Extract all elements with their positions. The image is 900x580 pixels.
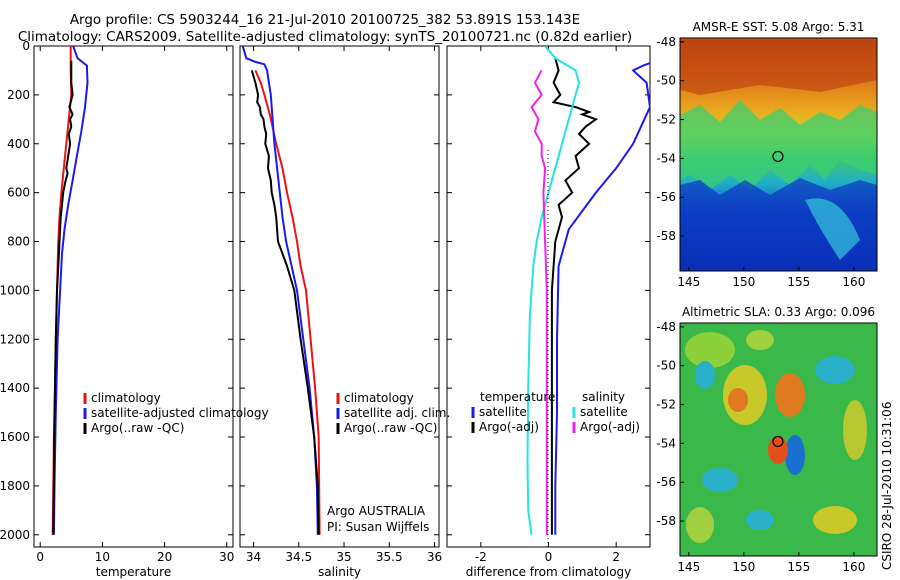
x-tick-label: 20: [157, 550, 172, 564]
x-tick-label: 36: [427, 550, 442, 564]
series-salinity-satellite: [526, 46, 581, 535]
x-tick-label: 35: [336, 550, 351, 564]
map-x-tick-label: 155: [787, 275, 810, 289]
temperature-lines: [51, 46, 89, 535]
argo-location-marker: [772, 435, 784, 448]
map-y-tick-label: -56: [656, 190, 676, 204]
map-x-tick-label: 150: [732, 560, 755, 574]
legend-label: climatology: [91, 391, 161, 405]
map-y-tick-label: -48: [656, 35, 676, 49]
series-temperature-satellite: [554, 62, 650, 535]
map-x-tick-label: 160: [842, 275, 865, 289]
sla-map-frame: [679, 322, 878, 557]
argo-country-annotation: Argo AUSTRALIA: [327, 504, 426, 518]
y-tick-label: 800: [7, 235, 30, 249]
x-tick-label: 35.5: [376, 550, 403, 564]
x-tick-label: 0: [545, 550, 553, 564]
series-argo-raw-qc-: [52, 60, 74, 535]
difference-lines: [526, 46, 650, 535]
series-salinity-argo-adj-: [530, 69, 548, 535]
y-tick-label: 1600: [0, 430, 30, 444]
map-y-tick-label: -48: [656, 320, 676, 334]
map-x-tick-label: 155: [787, 560, 810, 574]
y-tick-label: 1000: [0, 283, 30, 297]
salinity-lines: [241, 46, 321, 535]
map-y-tick-label: -52: [656, 398, 676, 412]
map-y-tick-label: -58: [656, 229, 676, 243]
axes-layer: 0 10 20 30temperature0200400600800100012001…: [0, 39, 650, 579]
map-y-tick-label: -50: [656, 359, 676, 373]
pi-annotation: PI: Susan Wijffels: [327, 520, 429, 534]
map-y-tick-label: -50: [656, 74, 676, 88]
map-x-tick-label: 145: [677, 560, 700, 574]
x-tick-label: 10: [95, 550, 110, 564]
map-axes-layer: AMSR-E SST: 5.08 Argo: 5.31 145 150 155 160 -…: [656, 20, 875, 574]
y-tick-label: 1400: [0, 381, 30, 395]
sst-map-frame: [679, 37, 878, 272]
y-tick-label: 1200: [0, 332, 30, 346]
legend-header: temperature: [480, 390, 555, 404]
x-axis-label: difference from climatology: [466, 565, 632, 579]
legend-label: Argo(-adj): [580, 420, 640, 434]
y-tick-label: 200: [7, 88, 30, 102]
map-y-tick-label: -58: [656, 514, 676, 528]
series-satellite-adj-clim-: [241, 46, 319, 535]
legend-label: Argo(..raw -QC): [91, 421, 184, 435]
x-axis-label: salinity: [318, 565, 361, 579]
legend-label: satellite-adjusted climatology: [91, 406, 269, 420]
figure-title-line2: Climatology: CARS2009. Satellite-adjuste…: [17, 29, 633, 45]
x-tick-label: 2: [612, 550, 620, 564]
series-climatology: [254, 69, 321, 535]
y-tick-label: 400: [7, 137, 30, 151]
map-x-tick-label: 160: [842, 560, 865, 574]
map-x-tick-label: 150: [732, 275, 755, 289]
panel-temperature-frame: [33, 45, 234, 548]
map-title: AMSR-E SST: 5.08 Argo: 5.31: [693, 20, 865, 34]
series-argo-raw-qc-: [250, 70, 320, 535]
y-tick-label: 0: [22, 39, 30, 53]
x-axis-label: temperature: [96, 565, 171, 579]
map-y-tick-label: -52: [656, 113, 676, 127]
x-tick-label: -2: [475, 550, 487, 564]
legend-label: Argo(-adj): [479, 420, 539, 434]
figure-title-line1: Argo profile: CS 5903244_16 21-Jul-2010 …: [69, 12, 581, 28]
legend-label: climatology: [344, 391, 414, 405]
map-y-tick-label: -56: [656, 475, 676, 489]
map-y-tick-label: -54: [656, 151, 676, 165]
x-tick-label: 0: [36, 550, 44, 564]
panel-salinity-frame: [239, 45, 440, 548]
legend-label: satellite: [580, 405, 628, 419]
series-satellite-adjusted-climatology: [52, 46, 89, 535]
legend-header: salinity: [582, 390, 625, 404]
x-tick-label: 34.5: [285, 550, 312, 564]
map-x-tick-label: 145: [677, 275, 700, 289]
y-tick-label: 1800: [0, 479, 30, 493]
sla-map: [680, 323, 877, 556]
x-tick-label: 34: [246, 550, 261, 564]
map-y-tick-label: -54: [656, 436, 676, 450]
y-tick-label: 600: [7, 186, 30, 200]
y-tick-label: 2000: [0, 528, 30, 542]
legend-label: satellite adj. clim.: [344, 406, 450, 420]
legend-label: Argo(..raw -QC): [344, 421, 437, 435]
sst-map: [680, 38, 877, 271]
map-title: Altimetric SLA: 0.33 Argo: 0.096: [682, 305, 875, 319]
legend-label: satellite: [479, 405, 527, 419]
panel-difference-frame: [446, 45, 651, 548]
x-tick-label: 30: [219, 550, 234, 564]
timestamp-label: CSIRO 28-Jul-2010 10:31:06: [880, 401, 894, 570]
argo-location-marker: [772, 150, 784, 163]
series-temperature-argo-adj-: [550, 57, 599, 535]
